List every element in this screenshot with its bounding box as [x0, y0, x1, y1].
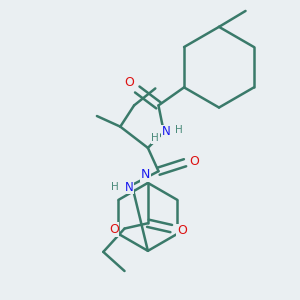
Text: O: O	[109, 223, 119, 236]
Text: N: N	[161, 125, 170, 139]
Text: N: N	[141, 168, 150, 181]
Text: H: H	[175, 125, 182, 135]
Text: N: N	[124, 181, 133, 194]
Text: O: O	[177, 224, 187, 237]
Text: H: H	[152, 133, 159, 143]
Text: H: H	[111, 182, 119, 192]
Text: O: O	[190, 155, 200, 168]
Text: O: O	[124, 76, 134, 88]
